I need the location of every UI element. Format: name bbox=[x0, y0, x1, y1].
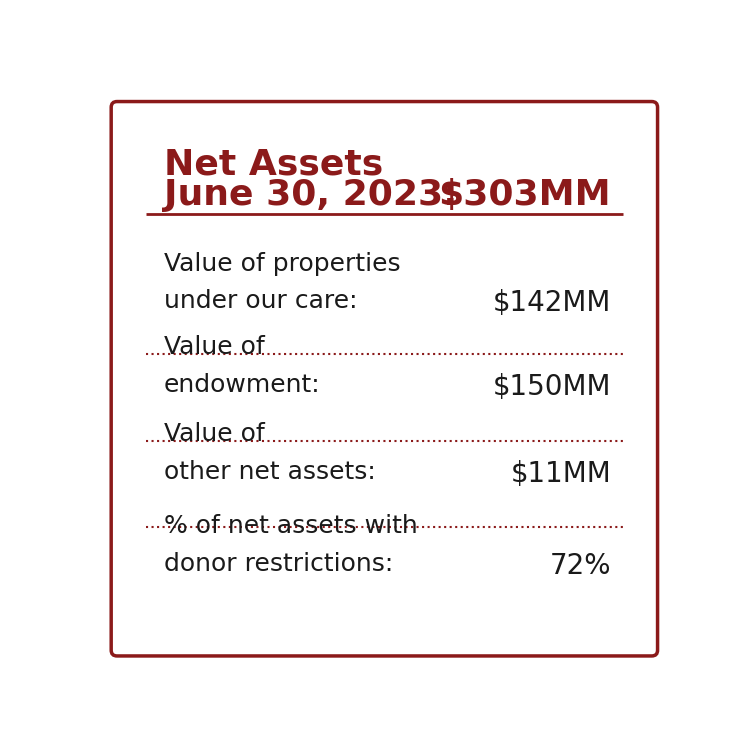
Text: $142MM: $142MM bbox=[493, 290, 611, 317]
Text: Value of: Value of bbox=[164, 422, 264, 446]
Text: other net assets:: other net assets: bbox=[164, 460, 375, 484]
Text: 72%: 72% bbox=[550, 552, 611, 580]
Text: $150MM: $150MM bbox=[493, 373, 611, 401]
Text: under our care:: under our care: bbox=[164, 290, 357, 314]
Text: $11MM: $11MM bbox=[510, 460, 611, 488]
Text: $303MM: $303MM bbox=[439, 178, 611, 212]
Text: donor restrictions:: donor restrictions: bbox=[164, 552, 393, 576]
Text: Value of properties: Value of properties bbox=[164, 252, 401, 276]
Text: June 30, 2023:: June 30, 2023: bbox=[164, 178, 457, 212]
Text: Value of: Value of bbox=[164, 335, 264, 359]
Text: % of net assets with: % of net assets with bbox=[164, 514, 417, 538]
FancyBboxPatch shape bbox=[111, 101, 658, 656]
Text: endowment:: endowment: bbox=[164, 373, 320, 397]
Text: Net Assets: Net Assets bbox=[164, 148, 382, 182]
